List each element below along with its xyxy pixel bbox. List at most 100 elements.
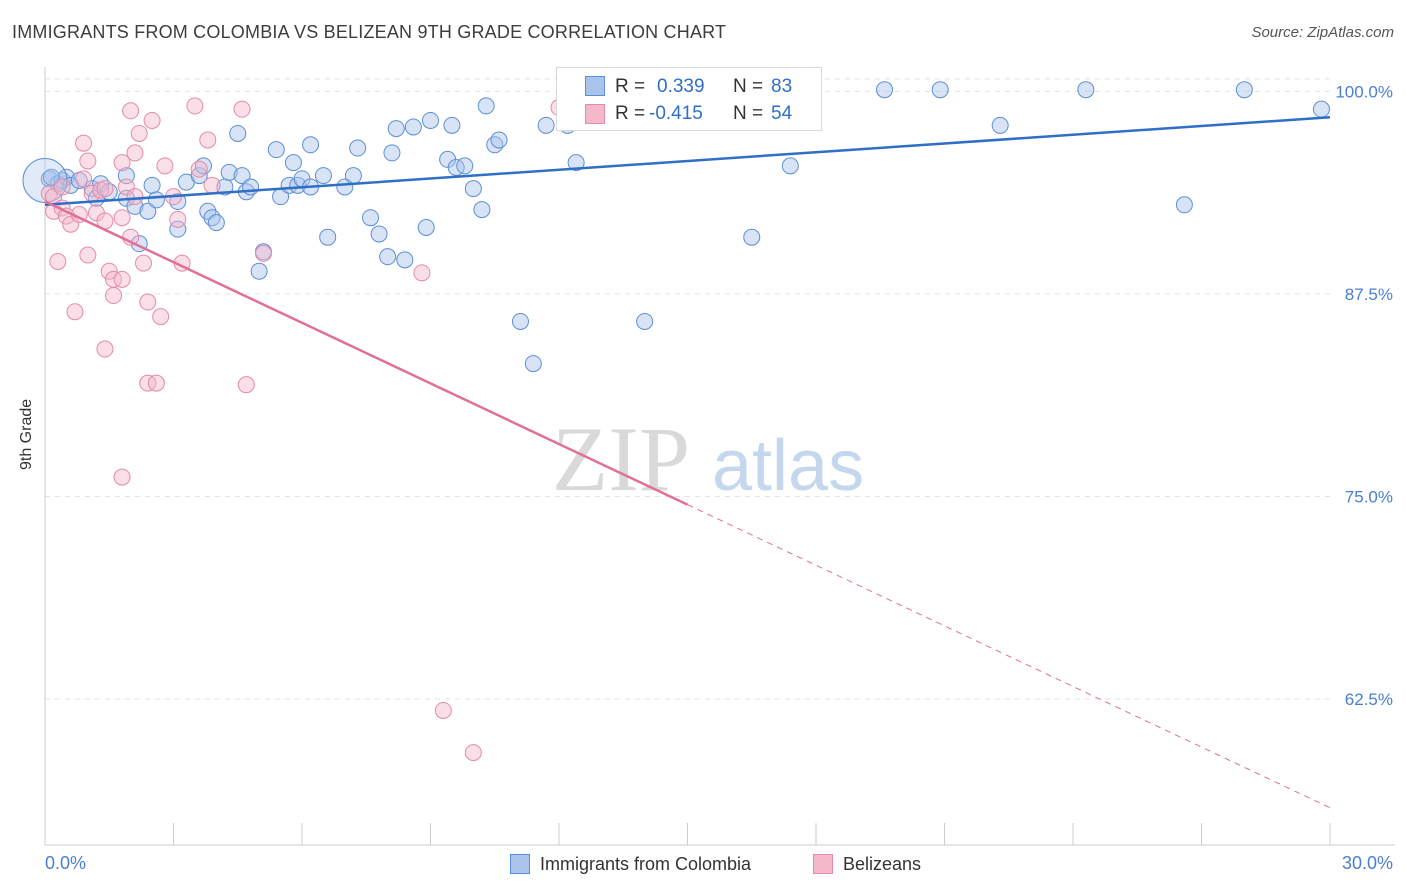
colombia-point-39 (302, 136, 320, 154)
colombia-point-42 (319, 228, 337, 246)
legend-r-value-2: -0.415 (649, 103, 703, 124)
colombia-point-27 (229, 124, 247, 142)
belizeans-point-26 (113, 270, 131, 288)
belizeans-point-17 (96, 340, 114, 358)
belizeans-point-47 (233, 100, 251, 118)
belizeans-point-22 (105, 270, 123, 288)
legend-swatch-blue (585, 76, 605, 96)
belizeans-point-34 (139, 293, 157, 311)
y-axis-label: 9th Grade (18, 398, 35, 470)
belizeans-point-8 (66, 303, 84, 321)
legend-n-label-1: N = (733, 76, 764, 97)
belizeans-point-29 (122, 102, 140, 120)
colombia-point-69 (636, 312, 654, 330)
colombia-point-41 (314, 167, 332, 185)
belizeans-point-36 (143, 111, 161, 129)
belizeans-point-52 (464, 744, 482, 762)
belizeans-point-49 (254, 244, 272, 262)
belizeans-point-31 (126, 188, 144, 206)
watermark-zip: ZIP (552, 408, 690, 510)
belizeans-point-20 (100, 262, 118, 280)
bottom-legend-label-belizeans: Belizeans (843, 853, 922, 874)
belizeans-point-27 (117, 178, 135, 196)
colombia-point-49 (383, 144, 401, 162)
trend-line-belizeans-extrapolated (687, 504, 1331, 809)
belizeans-point-23 (113, 468, 131, 486)
belizeans-point-11 (75, 134, 93, 152)
belizeans-point-32 (130, 124, 148, 142)
series-colombia-points (22, 81, 1330, 373)
belizeans-point-43 (186, 97, 204, 115)
bottom-legend-swatch-blue (510, 854, 530, 874)
legend-r-label-2: R = (615, 103, 646, 124)
colombia-point-57 (447, 158, 465, 176)
bottom-legend-swatch-pink (813, 854, 833, 874)
x-tick-label-start: 0.0% (45, 853, 86, 873)
legend-n-value-1: 83 (771, 76, 793, 97)
x-tick-label-end: 30.0% (1342, 853, 1393, 873)
watermark: ZIP atlas (552, 408, 864, 510)
colombia-point-50 (387, 120, 405, 138)
colombia-point-59 (464, 180, 482, 198)
colombia-point-78 (1312, 100, 1330, 118)
colombia-point-66 (537, 116, 555, 134)
belizeans-point-44 (190, 160, 208, 178)
colombia-point-75 (1077, 81, 1095, 99)
belizeans-point-30 (126, 144, 144, 162)
colombia-point-16 (147, 191, 165, 209)
y-tick-label-2: 87.5% (1345, 285, 1393, 304)
legend-swatch-pink (585, 104, 605, 124)
colombia-point-74 (991, 116, 1009, 134)
bottom-legend-label-colombia: Immigrants from Colombia (540, 853, 752, 874)
colombia-point-33 (267, 141, 285, 159)
colombia-point-54 (422, 111, 439, 129)
source-label: Source: ZipAtlas.com (1251, 24, 1394, 41)
colombia-point-72 (876, 81, 894, 99)
colombia-point-30 (242, 178, 260, 196)
legend-n-value-2: 54 (771, 103, 793, 124)
stats-legend: R = 0.339 N = 83 R = -0.415 N = 54 (556, 67, 822, 131)
bottom-legend-belizeans: Belizeans (813, 851, 921, 877)
colombia-point-15 (143, 176, 161, 194)
legend-r-value-1: 0.339 (657, 76, 705, 97)
y-tick-label-1: 75.0% (1345, 488, 1393, 507)
colombia-point-31 (250, 262, 268, 280)
belizeans-point-35 (139, 374, 157, 392)
belizeans-point-12 (79, 152, 97, 170)
belizeans-point-37 (147, 374, 165, 392)
colombia-point-64 (511, 312, 529, 330)
colombia-point-47 (370, 225, 388, 243)
belizeans-point-41 (169, 210, 187, 228)
belizeans-point-25 (113, 209, 131, 227)
colombia-point-77 (1235, 81, 1253, 99)
legend-r-label-1: R = (615, 76, 646, 97)
belizeans-point-3 (49, 253, 67, 270)
bottom-legend-colombia: Immigrants from Colombia (510, 851, 751, 877)
colombia-point-26 (220, 163, 238, 181)
colombia-point-6 (83, 180, 101, 198)
axes (44, 67, 1395, 846)
colombia-point-36 (284, 154, 302, 172)
colombia-point-71 (781, 157, 799, 175)
colombia-point-61 (477, 97, 495, 115)
belizeans-point-4 (53, 178, 71, 196)
trend-lines (44, 115, 1331, 809)
colombia-point-52 (404, 118, 422, 136)
colombia-point-63 (490, 131, 508, 149)
belizeans-point-24 (113, 154, 131, 172)
colombia-point-51 (396, 251, 414, 269)
colombia-point-65 (524, 355, 542, 373)
colombia-point-14 (139, 202, 157, 220)
colombia-point-20 (190, 167, 208, 185)
belizeans-point-10 (75, 170, 93, 188)
chart-title: IMMIGRANTS FROM COLOMBIA VS BELIZEAN 9TH… (12, 22, 727, 42)
legend-n-label-2: N = (733, 103, 764, 124)
belizeans-point-18 (96, 180, 114, 198)
belizeans-point-45 (199, 131, 217, 149)
colombia-point-76 (1175, 196, 1193, 214)
belizeans-point-50 (413, 264, 431, 282)
belizeans-point-48 (237, 376, 255, 394)
colombia-point-28 (233, 167, 251, 185)
colombia-point-18 (169, 220, 187, 238)
